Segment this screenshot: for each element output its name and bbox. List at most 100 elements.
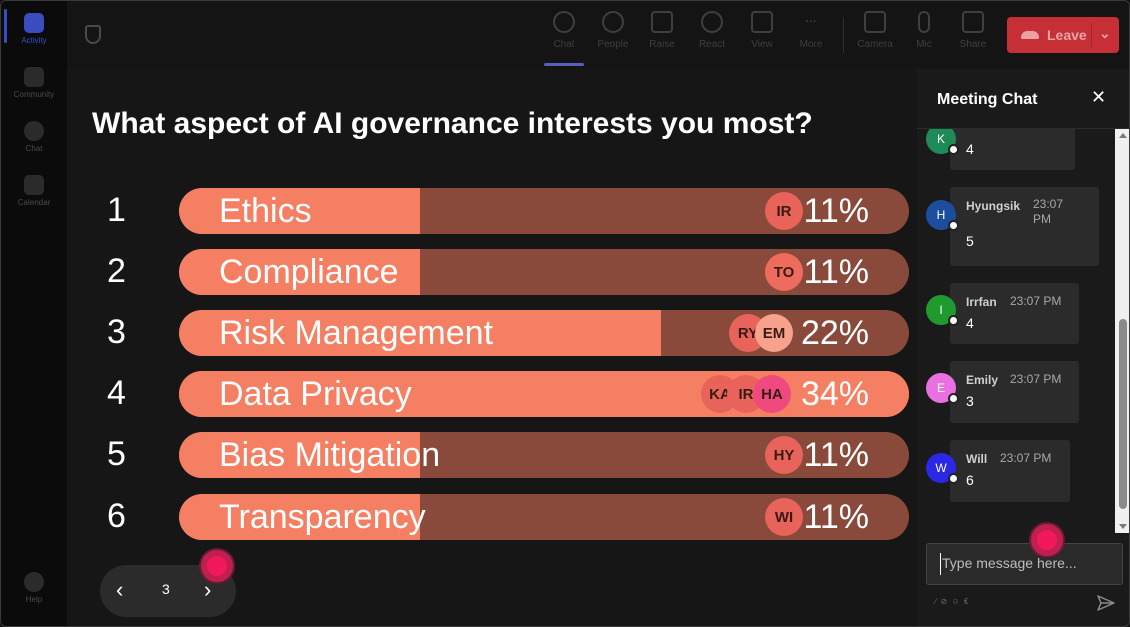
message-time: 23:07 PM [1000, 451, 1052, 465]
raise-hand-button[interactable]: Raise [640, 11, 684, 50]
calendar-icon [24, 175, 44, 195]
voter-avatars: WI [765, 498, 803, 536]
chat-button[interactable]: Chat [542, 11, 586, 50]
more-icon: ··· [805, 16, 817, 28]
cursor-indicator [201, 550, 233, 582]
toolbar-label: More [799, 39, 823, 50]
message-time: 23:07 PM [1033, 197, 1064, 226]
chat-message: Irrfan 23:07 PM 4 [950, 283, 1079, 344]
chat-message: Hyungsik 23:07 PM 5 [950, 187, 1099, 266]
hang-up-icon [1021, 31, 1039, 39]
option-percentage: 11% [803, 253, 869, 291]
rail-item-label: Activity [21, 36, 47, 45]
avatar-initial: I [939, 303, 943, 317]
voter-avatars: HY [765, 436, 803, 474]
option-bar[interactable]: Transparency WI 11% [179, 494, 909, 540]
option-percentage: 34% [800, 375, 869, 413]
chevron-left-icon[interactable]: ‹ [116, 577, 124, 602]
status-dot [948, 315, 959, 326]
rail-item-label: Calendar [17, 198, 51, 207]
option-bar[interactable]: Data Privacy HA IR KA 34% [179, 371, 909, 417]
rail-item-community[interactable]: Community [1, 67, 67, 99]
send-icon[interactable] [1097, 595, 1115, 611]
rail-item-activity[interactable]: Activity [1, 13, 67, 45]
shield-icon [85, 25, 101, 44]
option-label: Data Privacy [219, 375, 412, 413]
poll-option-row: 5 Bias Mitigation HY 11% [67, 432, 917, 478]
people-icon [602, 11, 624, 33]
share-button[interactable]: Share [951, 11, 995, 50]
voter-avatars: EM RY [729, 314, 793, 352]
leave-button[interactable]: Leave ⌄ [1007, 17, 1119, 53]
option-label: Risk Management [219, 314, 494, 352]
scroll-thumb[interactable] [1119, 319, 1127, 509]
rail-item-calendar[interactable]: Calendar [1, 175, 67, 207]
option-bar[interactable]: Ethics IR 11% [179, 188, 909, 234]
camera-button[interactable]: Camera [853, 11, 897, 50]
voter-avatars: IR [765, 192, 803, 230]
react-button[interactable]: React [690, 11, 734, 50]
chat-message: 4 [950, 129, 1075, 170]
poll-option-row: 2 Compliance TO 11% [67, 249, 917, 295]
chevron-down-icon[interactable]: ⌄ [1099, 25, 1111, 41]
rail-item-label: Help [25, 595, 43, 604]
poll-stage: What aspect of AI governance interests y… [67, 69, 917, 626]
message-text: 5 [966, 233, 974, 249]
leave-label: Leave [1047, 27, 1087, 43]
option-number: 3 [107, 313, 126, 351]
chevron-right-icon[interactable]: › [204, 577, 212, 602]
option-bar[interactable]: Bias Mitigation HY 11% [179, 432, 909, 478]
chat-header: Meeting Chat ✕ [917, 69, 1129, 129]
toolbar-divider [843, 17, 844, 53]
chat-message-input[interactable]: Type message here... [926, 543, 1123, 585]
option-percentage: 22% [800, 314, 869, 352]
option-percentage: 11% [803, 436, 869, 474]
mic-button[interactable]: Mic [902, 11, 946, 50]
hand-icon [651, 11, 673, 33]
voter-avatars: TO [765, 253, 803, 291]
option-bar[interactable]: Compliance TO 11% [179, 249, 909, 295]
option-bar[interactable]: Risk Management EM RY 22% [179, 310, 909, 356]
scroll-up-icon[interactable] [1119, 133, 1127, 138]
avatar: W [926, 453, 959, 484]
format-icons[interactable]: ⁄ ⊘ ☺ € [935, 597, 970, 606]
poll-option-row: 6 Transparency WI 11% [67, 494, 917, 540]
toolbar-label: Share [959, 39, 987, 50]
left-rail: Activity Community Chat Calendar Help [1, 1, 67, 626]
avatar: K [926, 129, 959, 155]
toolbar-label: Mic [916, 39, 932, 50]
close-icon[interactable]: ✕ [1091, 87, 1107, 107]
avatar-initial: W [935, 461, 947, 475]
status-dot [948, 220, 959, 231]
view-button[interactable]: View [740, 11, 784, 50]
active-indicator [4, 9, 7, 43]
option-number: 2 [107, 252, 126, 290]
voter-avatar: HY [765, 436, 803, 474]
more-button[interactable]: ··· More [789, 11, 833, 50]
chat-title: Meeting Chat [937, 91, 1038, 108]
meeting-chat-panel: Meeting Chat ✕ 4 K Hyungsik 23:07 PM 5 H… [917, 69, 1129, 626]
rail-item-label: Community [13, 90, 55, 99]
poll-option-row: 4 Data Privacy HA IR KA 34% [67, 371, 917, 417]
option-percentage: 11% [803, 192, 869, 230]
chat-scrollbar[interactable] [1115, 129, 1129, 533]
voter-avatars: HA IR KA [701, 375, 791, 413]
rail-item-chat[interactable]: Chat [1, 121, 67, 153]
toolbar-label: People [597, 39, 629, 50]
avatar-initial: E [936, 381, 945, 395]
status-dot [948, 393, 959, 404]
chat-message: Will 23:07 PM 6 [950, 440, 1070, 502]
poll-question: What aspect of AI governance interests y… [92, 107, 813, 140]
people-button[interactable]: People [591, 11, 635, 50]
option-label: Ethics [219, 192, 312, 230]
poll-option-row: 1 Ethics IR 11% [67, 188, 917, 234]
sender-name: Irrfan [966, 295, 997, 309]
rail-item-help[interactable]: Help [1, 572, 67, 604]
toolbar-label: React [698, 39, 726, 50]
avatar: H [926, 200, 959, 231]
scroll-down-icon[interactable] [1119, 524, 1127, 529]
grid-icon [751, 11, 773, 33]
cursor-indicator [1031, 524, 1063, 556]
status-dot [948, 144, 959, 155]
